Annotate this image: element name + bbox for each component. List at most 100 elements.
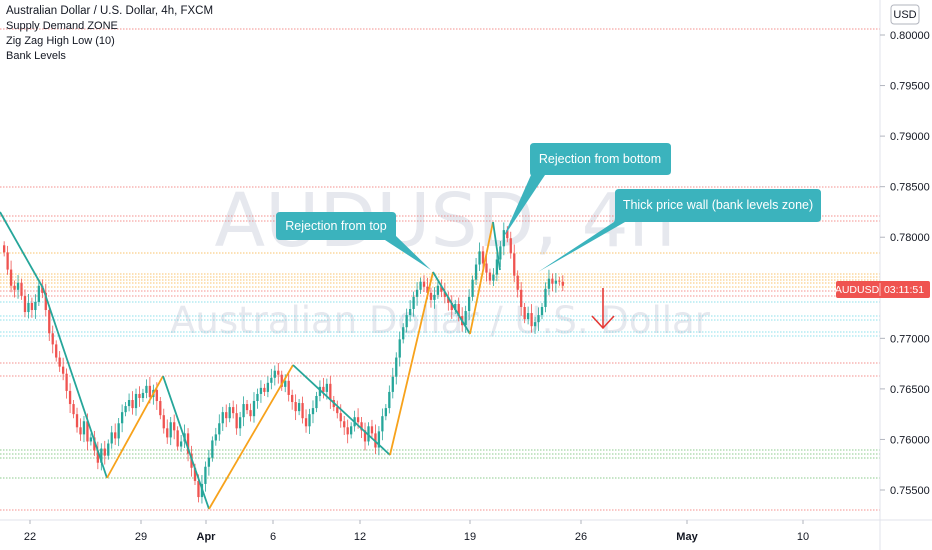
candle-body — [82, 421, 86, 435]
candle-body — [381, 416, 384, 432]
candle-body — [464, 311, 467, 326]
candle-body — [533, 322, 537, 327]
candle-body — [242, 404, 245, 418]
candle-body — [419, 281, 422, 290]
candle-body — [9, 269, 13, 286]
candle-body — [100, 448, 103, 463]
candle-body — [513, 253, 516, 276]
candle-body — [551, 278, 554, 284]
y-tick-label: 0.78500 — [890, 182, 930, 194]
bank-levels — [0, 28, 880, 511]
zigzag-lines — [0, 211, 501, 510]
candle-body — [103, 448, 106, 456]
zigzag-segment — [106, 375, 164, 479]
candle-body — [245, 404, 249, 411]
candle-body — [131, 400, 134, 409]
badge-symbol: AUDUSD — [835, 284, 880, 296]
candle-body — [447, 296, 450, 303]
candle-body — [159, 401, 162, 416]
candle-body — [263, 387, 266, 392]
currency-button[interactable]: USD — [890, 4, 920, 25]
candle-body — [256, 393, 259, 402]
candle-body — [20, 282, 23, 296]
zigzag-segment — [432, 271, 471, 335]
candle-body — [454, 303, 457, 311]
candle-body — [450, 302, 453, 311]
candle-body — [495, 259, 499, 275]
x-tick-label: 12 — [354, 531, 366, 543]
candle-body — [554, 280, 558, 284]
zigzag-segment — [492, 221, 501, 271]
candle-body — [384, 408, 387, 417]
candles — [3, 222, 564, 504]
candle-body — [440, 285, 443, 292]
annotation-rejection-bottom[interactable]: Rejection from bottom — [503, 143, 671, 238]
candle-body — [395, 357, 398, 377]
candle-body — [474, 264, 478, 280]
y-tick-label: 0.76500 — [890, 384, 930, 396]
annotation-price-wall[interactable]: Thick price wall (bank levels zone) — [538, 189, 821, 272]
x-tick-label: 26 — [575, 531, 587, 543]
time-axis-ticks[interactable]: 22 29 Apr 6 12 19 26 May 10 — [24, 520, 809, 543]
candle-body — [436, 285, 440, 295]
candle-body — [214, 434, 217, 441]
last-price-badge[interactable]: AUDUSD 03:11:51 — [835, 281, 930, 298]
candle-body — [516, 275, 519, 290]
candle-body — [225, 412, 228, 419]
candle-body — [186, 433, 190, 454]
candle-body — [336, 407, 339, 414]
candle-body — [398, 339, 401, 358]
candle-body — [37, 285, 40, 302]
candle-body — [134, 393, 138, 409]
x-tick-label: 6 — [270, 531, 276, 543]
candle-body — [110, 432, 113, 444]
y-tick-label: 0.77000 — [890, 333, 930, 345]
candle-body — [232, 407, 235, 414]
candle-body — [61, 366, 65, 374]
annotation-rejection-top-label: Rejection from top — [285, 219, 386, 233]
chart-legend: Australian Dollar / U.S. Dollar, 4h, FXC… — [6, 4, 213, 64]
candle-body — [6, 252, 9, 270]
candle-body — [405, 315, 408, 328]
annotation-price-wall-label: Thick price wall (bank levels zone) — [623, 198, 813, 212]
candle-body — [391, 376, 394, 392]
annotation-rejection-top[interactable]: Rejection from top — [276, 212, 431, 270]
candle-body — [44, 292, 47, 311]
candle-body — [506, 230, 509, 239]
candle-body — [127, 400, 131, 407]
candle-body — [145, 385, 148, 393]
candle-body — [544, 288, 547, 307]
candle-body — [176, 430, 179, 447]
candle-body — [79, 427, 82, 435]
zigzag-segment — [0, 211, 44, 289]
candle-body — [27, 302, 30, 313]
candle-body — [218, 423, 221, 435]
y-tick-label: 0.79500 — [890, 81, 930, 93]
candle-body — [530, 313, 533, 327]
y-tick-label: 0.79000 — [890, 131, 930, 143]
indicator-supply-demand[interactable]: Supply Demand ZONE — [6, 20, 118, 32]
y-tick-label: 0.78000 — [890, 232, 930, 244]
candle-body — [343, 421, 346, 428]
candle-body — [221, 412, 224, 424]
candle-body — [412, 296, 415, 310]
candle-body — [301, 403, 304, 419]
indicator-bank-levels[interactable]: Bank Levels — [6, 50, 66, 62]
candle-body — [179, 441, 183, 447]
candle-body — [540, 306, 544, 316]
indicator-zigzag[interactable]: Zig Zag High Low (10) — [6, 35, 115, 47]
candle-body — [457, 303, 460, 317]
zigzag-segment — [292, 364, 391, 456]
price-axis-ticks[interactable]: 0.800000.795000.790000.785000.780000.775… — [880, 30, 930, 497]
candle-body — [270, 377, 273, 383]
candle-body — [481, 251, 485, 264]
candle-body — [51, 333, 54, 345]
candle-body — [266, 382, 270, 392]
candle-body — [520, 289, 523, 307]
candle-body — [13, 285, 16, 290]
y-tick-label: 0.75500 — [890, 485, 930, 497]
candle-body — [499, 246, 502, 260]
candle-body — [93, 437, 96, 451]
